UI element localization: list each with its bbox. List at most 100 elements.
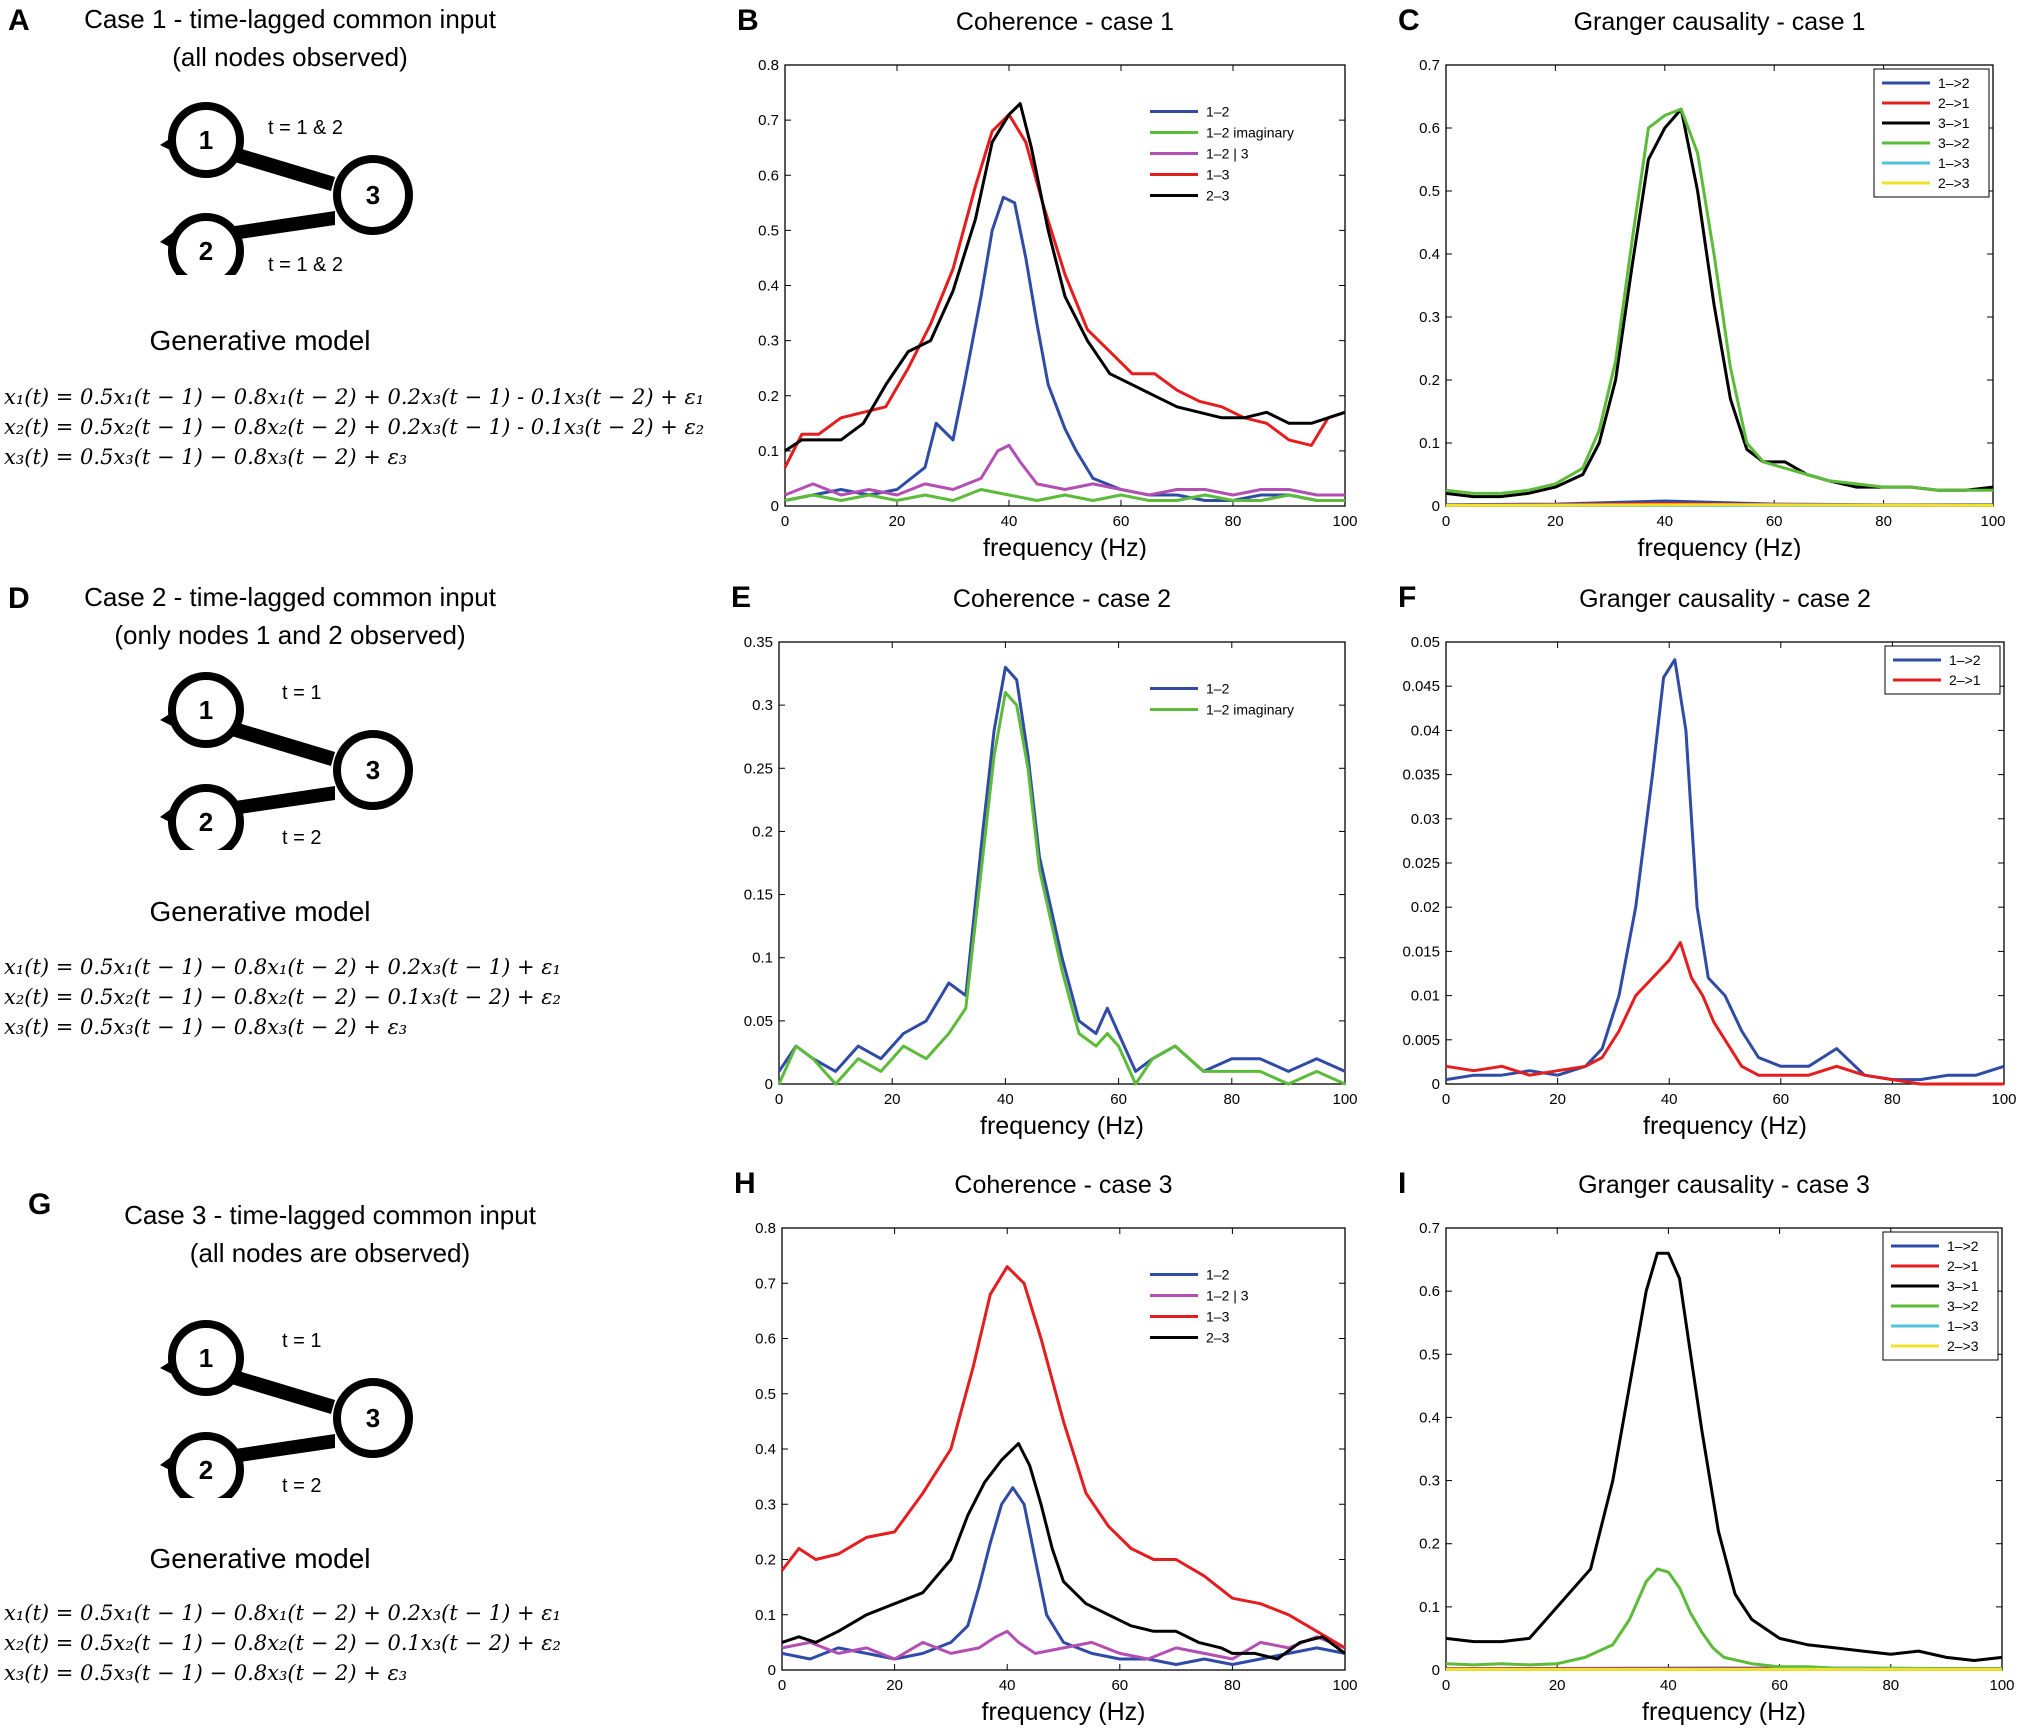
chart-c-xtick-label: 0: [1442, 513, 1450, 530]
chart-f-ytick-label: 0.01: [1411, 988, 1440, 1005]
chart-h-ytick-label: 0.5: [755, 1386, 776, 1403]
chart-c-title: Granger causality - case 1: [1574, 8, 1866, 36]
chart-c-ytick-label: 0.4: [1419, 246, 1440, 263]
chart-f-xtick-label: 0: [1442, 1091, 1450, 1108]
chart-c-series-3-2: [1445, 107, 1993, 495]
chart-f-xtick-label: 60: [1772, 1091, 1789, 1108]
case3-network-diagram: 1 2 3 t = 1 t = 2: [160, 1320, 413, 1498]
chart-e-ytick-label: 0.15: [744, 887, 773, 904]
panel-letter-d: D: [8, 582, 30, 615]
chart-f-series-2-1: [1445, 941, 2004, 1086]
chart-f-series-1-2: [1445, 658, 2005, 1082]
chart-i-ytick-label: 0: [1432, 1662, 1440, 1679]
case3-equation-1: x₁(t) = 0.5x₁(t − 1) − 0.8x₁(t − 2) + 0.…: [4, 1601, 561, 1625]
chart-i-legend-label-1-3: 1–>3: [1947, 1318, 1979, 1334]
chart-c-legend-label-1-3: 1–>3: [1938, 155, 1970, 171]
chart-h-legend-label-1-3: 1–3: [1206, 1309, 1230, 1325]
chart-c-ytick-label: 0: [1432, 498, 1440, 515]
chart-e-xtick-label: 80: [1223, 1091, 1240, 1108]
chart-i-xlabel: frequency (Hz): [1642, 1698, 1806, 1726]
chart-c-ytick-label: 0.6: [1419, 120, 1440, 137]
node-1-label: 1: [199, 125, 213, 155]
chart-b-series-1-2-3: [784, 443, 1345, 497]
chart-e-panel-letter: E: [731, 581, 751, 614]
chart-b-series-2-3: [784, 102, 1346, 453]
chart-c-ytick-label: 0.3: [1419, 309, 1440, 326]
chart-e-ytick-label: 0.05: [744, 1013, 773, 1030]
chart-coherence-case1: B Coherence - case 1 0 20 40 60 80 100 0 0.1 0.2 0.…: [737, 4, 1358, 560]
case3-title-line1: Case 3 - time-lagged common input: [124, 1200, 536, 1230]
node-3: [333, 1378, 413, 1458]
chart-h-ytick-label: 0.3: [755, 1496, 776, 1513]
chart-c-xtick-label: 60: [1766, 513, 1783, 530]
chart-h-ytick-label: 0.6: [755, 1331, 776, 1348]
case1-equation-3: x₃(t) = 0.5x₃(t − 1) − 0.8x₃(t − 2) + ε₃: [4, 445, 408, 469]
chart-c-panel-letter: C: [1398, 4, 1420, 37]
node-2: [168, 213, 244, 275]
chart-f-xlabel: frequency (Hz): [1643, 1112, 1807, 1140]
chart-h-title: Coherence - case 3: [954, 1171, 1172, 1199]
panel-letter-a: A: [8, 4, 30, 37]
chart-b-panel-letter: B: [737, 4, 759, 37]
case2-title-line2: (only nodes 1 and 2 observed): [114, 620, 466, 650]
chart-b-ytick-label: 0.5: [758, 222, 779, 239]
chart-b-ytick-label: 0.7: [758, 112, 779, 129]
chart-b-ytick-label: 0.3: [758, 333, 779, 350]
arrow-3-to-2: [160, 211, 335, 261]
chart-e-xtick-label: 60: [1110, 1091, 1127, 1108]
chart-i-series-3-1: [1445, 1251, 2003, 1662]
chart-c-xtick-label: 20: [1547, 513, 1564, 530]
chart-b-series-1-3: [783, 113, 1346, 469]
panel-letter-g: G: [28, 1188, 52, 1221]
chart-h-xtick-label: 0: [778, 1677, 786, 1694]
chart-b-xlabel: frequency (Hz): [983, 534, 1147, 560]
chart-f-xtick-label: 80: [1884, 1091, 1901, 1108]
chart-f-ytick-label: 0.035: [1402, 767, 1440, 784]
chart-i-legend-label-2-1: 2–>1: [1947, 1258, 1979, 1274]
chart-f-ytick-label: 0.015: [1402, 943, 1440, 960]
chart-h-legend-label-2-3: 2–3: [1206, 1330, 1230, 1346]
case2-equation-1: x₁(t) = 0.5x₁(t − 1) − 0.8x₁(t − 2) + 0.…: [4, 955, 561, 979]
node-1: [168, 102, 244, 178]
chart-e-xlabel: frequency (Hz): [980, 1112, 1144, 1140]
chart-f-ytick-label: 0.05: [1411, 634, 1440, 651]
chart-b-ytick-label: 0: [771, 498, 779, 515]
chart-e-legend-label-1-2: 1–2: [1206, 681, 1230, 697]
case2-title-line1: Case 2 - time-lagged common input: [84, 582, 496, 612]
node-3-label: 3: [366, 1403, 380, 1433]
case1-generative-title: Generative model: [149, 325, 371, 356]
chart-f-ytick-label: 0.005: [1402, 1032, 1440, 1049]
chart-f-legend-label-1-2: 1–>2: [1949, 652, 1981, 668]
chart-i-ytick-label: 0.4: [1419, 1409, 1440, 1426]
chart-h-ytick-label: 0.2: [755, 1552, 776, 1569]
chart-i-legend-label-2-3: 2–>3: [1947, 1338, 1979, 1354]
chart-granger-case2: F Granger causality - case 2 0 20 40 60 80 100 0…: [1398, 581, 2017, 1140]
chart-f-legend-box: [1884, 645, 2001, 695]
chart-f-panel-letter: F: [1398, 581, 1416, 614]
chart-c-ytick-label: 0.7: [1419, 57, 1440, 74]
chart-b-ytick-label: 0.6: [758, 167, 779, 184]
node-2-label: 2: [199, 807, 213, 837]
lag-label-top: t = 1 & 2: [268, 117, 343, 139]
chart-i-title: Granger causality - case 3: [1578, 1171, 1870, 1199]
chart-h-xtick-label: 100: [1332, 1677, 1357, 1694]
chart-e-ytick-label: 0.2: [752, 823, 773, 840]
chart-i-xtick-label: 20: [1549, 1677, 1566, 1694]
chart-e-title: Coherence - case 2: [953, 585, 1171, 613]
node-3-label: 3: [366, 180, 380, 210]
node-2: [168, 784, 244, 850]
chart-h-ytick-label: 0.7: [755, 1275, 776, 1292]
chart-e-xtick-label: 20: [884, 1091, 901, 1108]
case2-equation-3: x₃(t) = 0.5x₃(t − 1) − 0.8x₃(t − 2) + ε₃: [4, 1015, 408, 1039]
case3-equation-3: x₃(t) = 0.5x₃(t − 1) − 0.8x₃(t − 2) + ε₃: [4, 1661, 408, 1685]
chart-h-ytick-label: 0: [768, 1662, 776, 1679]
case2-generative-title: Generative model: [149, 896, 371, 927]
chart-i-ytick-label: 0.5: [1419, 1346, 1440, 1363]
chart-c-ytick-label: 0.1: [1419, 435, 1440, 452]
case2-equation-2: x₂(t) = 0.5x₂(t − 1) − 0.8x₂(t − 2) − 0.…: [4, 985, 561, 1009]
chart-h-legend-label-1-2-3: 1–2 | 3: [1206, 1288, 1249, 1304]
chart-h-xlabel: frequency (Hz): [982, 1698, 1146, 1726]
node-1-label: 1: [199, 1343, 213, 1373]
case2-title: Case 2 - time-lagged common input (only …: [40, 578, 540, 654]
chart-h-series-1-2: [781, 1486, 1346, 1666]
